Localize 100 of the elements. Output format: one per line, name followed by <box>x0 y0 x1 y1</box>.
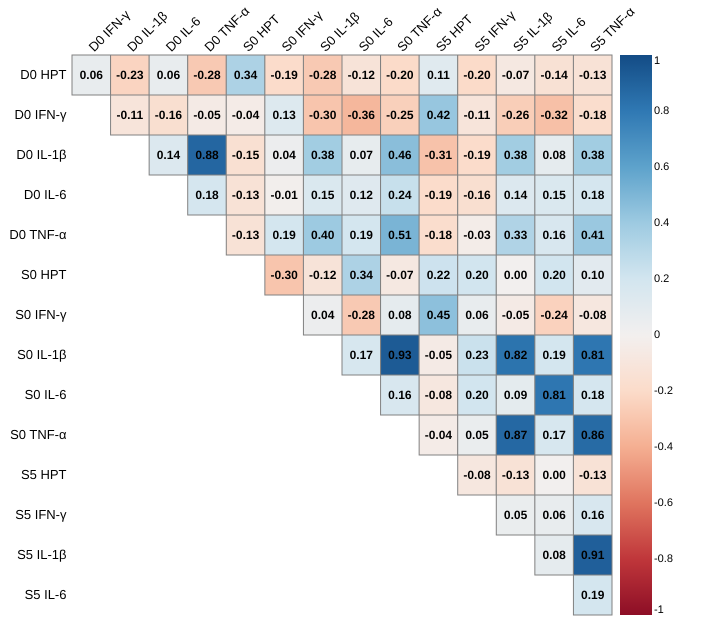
data-label: 0.88 <box>195 148 219 162</box>
data-label: -0.08 <box>463 468 491 482</box>
data-label: 0.06 <box>542 508 566 522</box>
data-label: 0.17 <box>542 428 566 442</box>
data-label: 0.23 <box>465 348 489 362</box>
data-label: 0.38 <box>581 148 605 162</box>
data-label: 0.16 <box>581 508 605 522</box>
y-tick-label: S0 TNF-α <box>10 427 67 442</box>
data-label: -0.16 <box>154 108 182 122</box>
data-label: 0.00 <box>504 268 528 282</box>
data-label: -0.28 <box>193 68 221 82</box>
data-label: -0.19 <box>424 188 452 202</box>
data-label: 0.81 <box>542 388 566 402</box>
data-label: 0.15 <box>542 188 566 202</box>
data-label: 0.09 <box>504 388 528 402</box>
data-label: -0.18 <box>424 228 452 242</box>
data-label: -0.03 <box>463 228 491 242</box>
data-label: 0.82 <box>504 348 528 362</box>
data-label: 0.10 <box>581 268 605 282</box>
data-label: -0.12 <box>348 68 376 82</box>
data-label: 0.05 <box>465 428 489 442</box>
data-label: -0.20 <box>386 68 414 82</box>
data-label: 0.15 <box>311 188 335 202</box>
data-label: -0.13 <box>502 468 530 482</box>
data-label: 0.13 <box>272 108 296 122</box>
data-label: 0.45 <box>426 308 450 322</box>
data-label: -0.12 <box>309 268 337 282</box>
data-label: 0.18 <box>581 388 605 402</box>
data-label: 0.51 <box>388 228 412 242</box>
data-label: -0.13 <box>232 228 260 242</box>
color-bar-label: 0 <box>654 329 660 341</box>
data-label: 0.20 <box>542 268 566 282</box>
color-bar-label: 0.6 <box>654 161 670 173</box>
color-bar-label: -1 <box>654 604 664 616</box>
color-bar-label: -0.8 <box>654 553 673 565</box>
data-label: 0.16 <box>388 388 412 402</box>
y-tick-label: S0 IL-1β <box>17 347 66 362</box>
data-label: -0.11 <box>116 108 144 122</box>
data-label: -0.36 <box>348 108 376 122</box>
data-label: 0.18 <box>581 188 605 202</box>
data-label: 0.24 <box>388 188 412 202</box>
y-tick-label: D0 HPT <box>20 67 67 82</box>
data-label: 0.41 <box>581 228 605 242</box>
data-label: -0.07 <box>502 68 530 82</box>
data-label: 0.06 <box>156 68 180 82</box>
data-label: -0.15 <box>232 148 260 162</box>
color-bar-label: 0.4 <box>654 217 670 229</box>
data-label: -0.08 <box>579 308 607 322</box>
data-label: -0.19 <box>270 68 298 82</box>
data-label: 0.87 <box>504 428 528 442</box>
data-label: -0.04 <box>232 108 260 122</box>
y-tick-label: D0 IL-6 <box>24 187 66 202</box>
data-label: -0.19 <box>463 148 491 162</box>
data-label: 0.06 <box>80 68 104 82</box>
color-bar-label: 0.2 <box>654 273 670 285</box>
y-tick-label: D0 IL-1β <box>16 147 66 162</box>
data-label: 0.05 <box>504 508 528 522</box>
y-tick-label: S0 IFN-γ <box>15 307 67 322</box>
data-label: 0.93 <box>388 348 412 362</box>
data-label: -0.23 <box>116 68 144 82</box>
color-bar-label: 0.8 <box>654 105 670 117</box>
data-label: 0.19 <box>581 588 605 602</box>
y-tick-label: S5 HPT <box>20 467 67 482</box>
data-label: -0.24 <box>540 308 568 322</box>
data-label: 0.17 <box>350 348 374 362</box>
data-label: -0.25 <box>386 108 414 122</box>
y-tick-label: S5 IL-1β <box>17 547 66 562</box>
data-label: 0.12 <box>350 188 374 202</box>
y-tick-label: D0 IFN-γ <box>14 107 67 122</box>
color-bar-label: -0.2 <box>654 385 673 397</box>
data-label: 0.34 <box>350 268 374 282</box>
data-label: -0.18 <box>579 108 607 122</box>
data-label: 0.19 <box>542 348 566 362</box>
data-label: -0.05 <box>424 348 452 362</box>
data-label: -0.16 <box>463 188 491 202</box>
y-tick-label: S0 HPT <box>20 267 67 282</box>
data-label: 0.14 <box>156 148 180 162</box>
data-label: 0.42 <box>426 108 450 122</box>
data-label: 0.40 <box>311 228 335 242</box>
data-label: -0.28 <box>309 68 337 82</box>
data-label: 0.38 <box>504 148 528 162</box>
data-label: -0.13 <box>579 68 607 82</box>
data-label: 0.46 <box>388 148 412 162</box>
data-label: 0.19 <box>272 228 296 242</box>
data-label: 0.08 <box>542 148 566 162</box>
data-label: 0.08 <box>388 308 412 322</box>
y-tick-label: S0 IL-6 <box>24 387 66 402</box>
data-label: -0.20 <box>463 68 491 82</box>
data-label: 0.16 <box>542 228 566 242</box>
data-label: -0.01 <box>270 188 298 202</box>
data-label: 0.91 <box>581 548 605 562</box>
data-label: -0.13 <box>232 188 260 202</box>
data-label: -0.04 <box>424 428 452 442</box>
data-label: 0.34 <box>234 68 258 82</box>
data-label: 0.07 <box>350 148 374 162</box>
data-label: -0.30 <box>270 268 298 282</box>
data-label: -0.07 <box>386 268 414 282</box>
data-label: -0.30 <box>309 108 337 122</box>
data-label: 0.22 <box>426 268 450 282</box>
data-label: -0.14 <box>540 68 568 82</box>
